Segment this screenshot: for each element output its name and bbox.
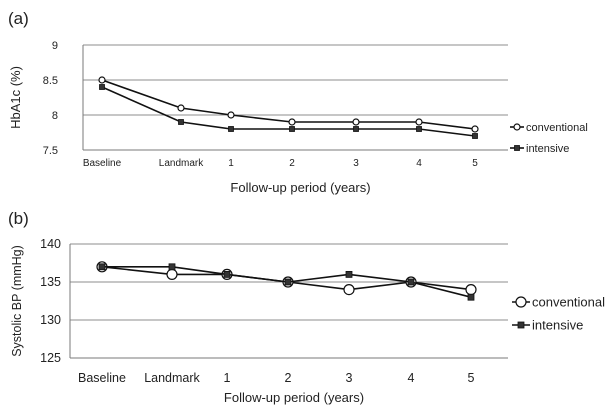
data-point-intensive <box>228 126 234 132</box>
legend-label-conventional: conventional <box>532 295 605 310</box>
data-point-intensive <box>289 126 295 132</box>
y-tick-label: 9 <box>52 40 58 52</box>
x-tick-label: 3 <box>346 371 353 385</box>
data-point-intensive <box>353 126 359 132</box>
data-point-intensive <box>178 119 184 125</box>
y-tick-label: 130 <box>40 313 61 327</box>
y-tick-label: 7.5 <box>43 145 58 157</box>
x-tick-label: 1 <box>228 158 234 169</box>
data-point-intensive <box>99 84 105 90</box>
data-point-intensive <box>467 293 475 301</box>
data-point-conventional <box>415 118 423 126</box>
data-point-intensive <box>472 133 478 139</box>
chart-panel-b: (b) 125 130 135 140 Baseline Landmark 1 2 3 4 5 Foll… <box>8 209 605 405</box>
legend-label-conventional: conventional <box>526 122 588 134</box>
x-axis-title: Follow-up period (years) <box>230 180 370 195</box>
data-point-intensive <box>345 270 353 278</box>
x-tick-label: 2 <box>289 158 295 169</box>
legend-marker-intensive <box>517 321 525 329</box>
x-tick-label: 5 <box>472 158 478 169</box>
x-tick-label: Landmark <box>159 158 204 169</box>
data-point-intensive <box>407 278 415 286</box>
x-tick-label: 4 <box>416 158 422 169</box>
legend-marker-intensive <box>514 145 520 151</box>
data-point-conventional <box>352 118 360 126</box>
x-tick-label: 1 <box>224 371 231 385</box>
data-point-intensive <box>98 263 106 271</box>
data-point-conventional <box>288 118 296 126</box>
data-point-conventional <box>98 76 106 84</box>
x-tick-label: Baseline <box>78 371 126 385</box>
y-tick-label: 140 <box>40 237 61 251</box>
y-axis-title: HbA1c (%) <box>8 66 23 129</box>
legend-label-intensive: intensive <box>526 143 569 155</box>
x-axis-title: Follow-up period (years) <box>224 390 364 405</box>
legend-label-intensive: intensive <box>532 318 583 333</box>
y-tick-label: 135 <box>40 275 61 289</box>
data-point-conventional <box>227 111 235 119</box>
x-tick-label: Baseline <box>83 158 122 169</box>
chart-panel-a: (a) 7.5 8 8.5 9 Baseline Landmark 1 2 3 4 5 Follow-u… <box>8 9 588 195</box>
x-tick-label: 3 <box>353 158 359 169</box>
x-tick-label: 4 <box>408 371 415 385</box>
legend-marker-conventional <box>515 296 527 308</box>
x-tick-label: Landmark <box>144 371 200 385</box>
data-point-intensive <box>416 126 422 132</box>
y-tick-label: 8 <box>52 110 58 122</box>
data-point-intensive <box>223 270 231 278</box>
panel-label: (b) <box>8 209 29 228</box>
data-point-conventional <box>177 104 185 112</box>
y-tick-label: 125 <box>40 351 61 365</box>
x-tick-label: 5 <box>468 371 475 385</box>
data-point-conventional <box>166 268 178 280</box>
panel-label: (a) <box>8 9 29 28</box>
data-point-conventional <box>471 125 479 133</box>
data-point-intensive <box>168 263 176 271</box>
legend-marker-conventional <box>513 123 521 131</box>
data-point-intensive <box>284 278 292 286</box>
data-point-conventional <box>465 284 477 296</box>
data-point-conventional <box>343 284 355 296</box>
x-tick-label: 2 <box>285 371 292 385</box>
y-axis-title: Systolic BP (mmHg) <box>10 245 24 357</box>
y-tick-label: 8.5 <box>43 75 58 87</box>
